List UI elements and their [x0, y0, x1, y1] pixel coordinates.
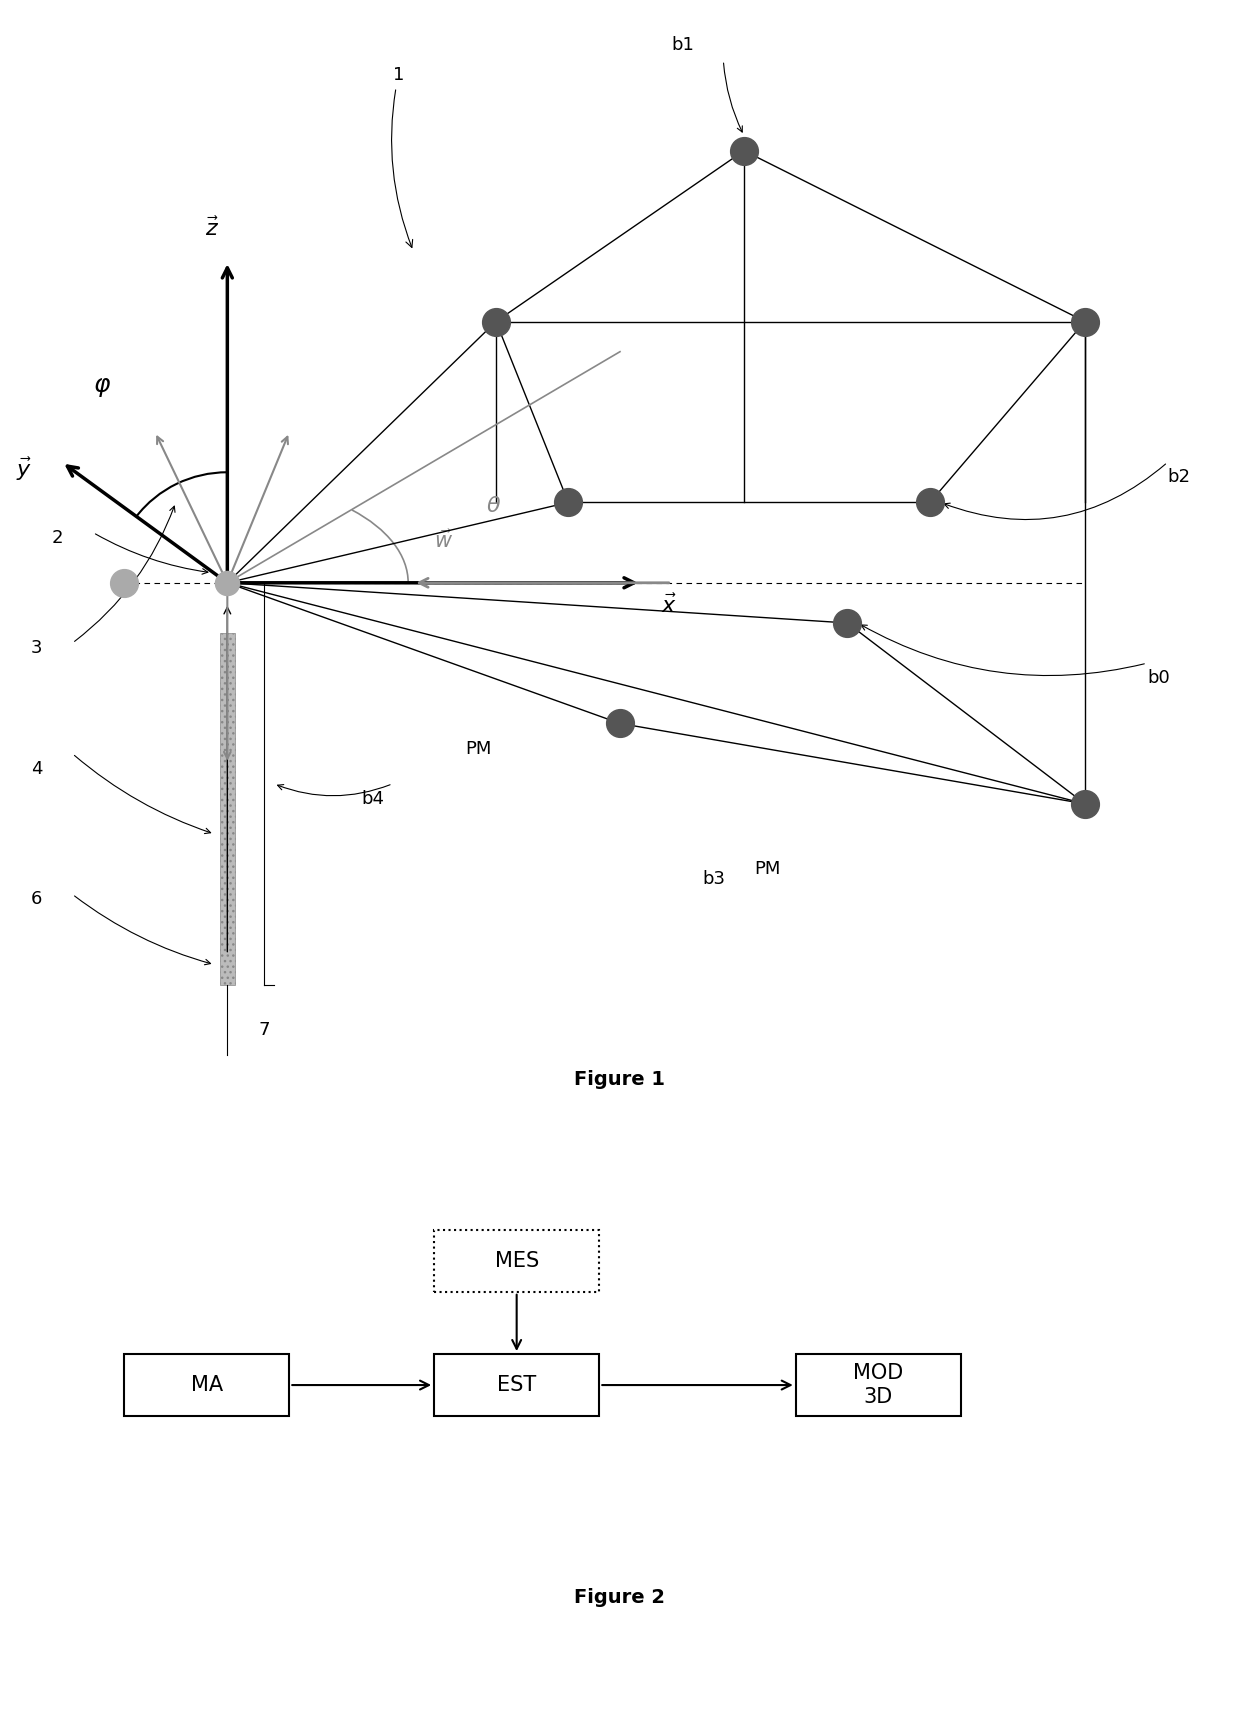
- Text: PM: PM: [465, 739, 491, 758]
- Bar: [434, 1354, 599, 1416]
- Text: 7: 7: [258, 1021, 270, 1040]
- Text: b0: b0: [1147, 670, 1169, 687]
- Text: $\varphi$: $\varphi$: [93, 375, 112, 399]
- Text: b3: b3: [703, 870, 725, 888]
- Text: $\vec{w}$: $\vec{w}$: [434, 528, 453, 551]
- Text: b2: b2: [1168, 468, 1190, 487]
- Point: [217, 568, 237, 596]
- Point: [734, 136, 754, 164]
- Text: MES: MES: [495, 1250, 539, 1271]
- Text: $\vec{x}$: $\vec{x}$: [661, 594, 677, 617]
- Point: [837, 610, 857, 637]
- Text: 3: 3: [31, 639, 42, 656]
- Point: [920, 489, 940, 516]
- Text: b4: b4: [362, 789, 384, 808]
- Text: b1: b1: [672, 36, 694, 54]
- Text: 2: 2: [52, 528, 63, 546]
- Text: Figure 2: Figure 2: [574, 1587, 666, 1606]
- Bar: [219, 634, 236, 984]
- Bar: [796, 1354, 961, 1416]
- Text: MA: MA: [191, 1375, 223, 1395]
- Text: $\theta$: $\theta$: [486, 496, 501, 516]
- Text: $\vec{y}$: $\vec{y}$: [16, 456, 31, 484]
- Text: MOD
3D: MOD 3D: [853, 1363, 904, 1408]
- Text: 6: 6: [31, 891, 42, 908]
- Point: [558, 489, 578, 516]
- Point: [1075, 307, 1095, 335]
- Text: 4: 4: [31, 760, 42, 777]
- Text: 1: 1: [392, 66, 413, 247]
- Point: [1075, 789, 1095, 817]
- Point: [486, 307, 506, 335]
- Text: $\vec{z}$: $\vec{z}$: [205, 218, 219, 240]
- Text: EST: EST: [497, 1375, 536, 1395]
- Text: Figure 1: Figure 1: [574, 1071, 666, 1090]
- Bar: [434, 1230, 599, 1292]
- Bar: [124, 1354, 289, 1416]
- Point: [610, 710, 630, 737]
- Point: [114, 568, 134, 596]
- Text: PM: PM: [754, 860, 781, 877]
